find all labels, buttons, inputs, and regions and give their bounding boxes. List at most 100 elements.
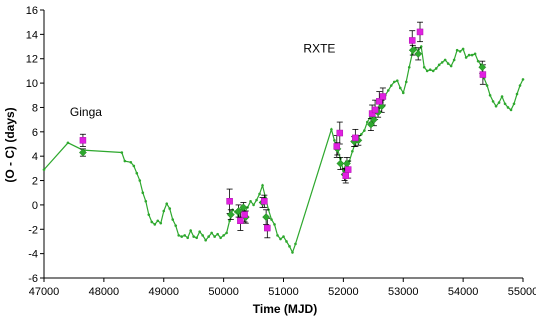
y-tick-label: -2 (28, 224, 38, 236)
line-point (261, 184, 264, 187)
line-point (398, 86, 402, 90)
line-point (276, 234, 279, 237)
line-point (144, 199, 148, 203)
annotation-rxte: RXTE (303, 42, 335, 56)
line-point (467, 53, 471, 57)
line-point (279, 237, 282, 241)
line-point (165, 202, 169, 205)
square-point (336, 129, 344, 137)
line-point (419, 45, 423, 48)
line-point (168, 207, 172, 210)
line-point (386, 89, 390, 92)
y-tick-label: 6 (32, 127, 38, 139)
line-point (392, 80, 396, 84)
line-point (222, 234, 225, 237)
line-point (512, 102, 516, 106)
line-point (330, 128, 333, 131)
line-point (189, 229, 192, 232)
error-bar-layer (79, 21, 486, 239)
diamond-point (262, 213, 271, 222)
line-point (291, 251, 294, 254)
line-point (503, 102, 507, 106)
o-c-line (43, 44, 524, 254)
line-point (437, 63, 441, 67)
square-point (342, 172, 350, 179)
line-point (123, 159, 127, 163)
line-point (389, 84, 393, 87)
line-point (198, 230, 201, 234)
square-point (479, 71, 487, 78)
x-axis-title: Time (MJD) (253, 302, 317, 316)
square-point (376, 98, 383, 105)
diamond-point (414, 49, 423, 58)
line-point (282, 235, 285, 238)
line-point (192, 235, 195, 238)
line-point (449, 64, 453, 68)
line-point (431, 69, 435, 73)
line-point (443, 58, 447, 62)
line-point (351, 150, 354, 153)
line-point (515, 92, 519, 96)
square-marker-layer (79, 28, 487, 232)
line-point (129, 160, 133, 164)
line-point (138, 179, 142, 182)
line-point (506, 106, 510, 109)
line-point (210, 231, 213, 235)
line-point (509, 108, 513, 112)
line-point (273, 223, 276, 226)
line-point (518, 84, 522, 87)
square-point (379, 93, 387, 100)
line-point (488, 93, 492, 97)
square-point (371, 106, 379, 114)
line-point (491, 100, 495, 103)
square-point (416, 28, 424, 36)
x-tick-label: 50000 (208, 286, 239, 298)
line-point (395, 79, 399, 82)
square-point (226, 198, 233, 205)
line-point (255, 198, 258, 202)
line-point (404, 80, 408, 84)
x-tick-label: 53000 (388, 286, 419, 298)
line-point (147, 213, 151, 216)
line-point (497, 101, 501, 104)
diamond-point (78, 148, 87, 157)
x-tick-label: 49000 (148, 286, 179, 298)
line-point (171, 218, 175, 221)
diamond-point (239, 203, 248, 212)
line-point (294, 242, 297, 246)
square-point (352, 134, 359, 142)
line-point (186, 236, 189, 240)
diamond-point (408, 46, 417, 55)
line-point (521, 78, 525, 81)
line-point (458, 50, 462, 53)
square-point (241, 211, 248, 218)
line-point (333, 139, 336, 142)
line-point (42, 168, 46, 171)
line-point (135, 171, 139, 175)
line-point (360, 132, 363, 136)
line-point (141, 191, 145, 195)
line-point (500, 95, 504, 98)
line-point (452, 58, 456, 62)
line-point (156, 219, 160, 223)
line-point (494, 104, 498, 108)
line-point (207, 235, 210, 238)
annotation-ginga: Ginga (70, 105, 102, 119)
line-point (213, 235, 216, 238)
line-point (201, 234, 204, 237)
diamond-marker-layer (78, 46, 487, 222)
line-point (434, 67, 438, 70)
line-point (473, 52, 477, 56)
square-point (264, 224, 271, 232)
x-tick-label: 55000 (508, 286, 536, 298)
line-point (249, 199, 252, 203)
line-point (195, 236, 198, 240)
line-point (428, 68, 432, 71)
line-point (183, 234, 187, 237)
line-point (461, 47, 465, 51)
line-point (66, 141, 70, 145)
line-point (366, 120, 369, 124)
line-point (470, 53, 474, 57)
square-point (261, 198, 268, 205)
